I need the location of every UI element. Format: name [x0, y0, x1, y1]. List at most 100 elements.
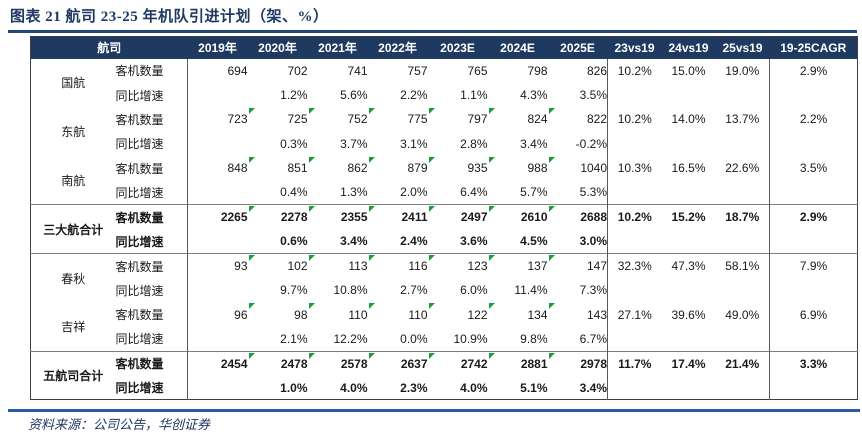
growth-rate-cell: 0.4% [280, 185, 308, 200]
fleet-count-cell: 143 [548, 302, 608, 326]
col-header-year: 2020年 [247, 36, 308, 59]
vs-2019-cell: 14.0% [671, 112, 706, 127]
growth-rate-cell: 4.5% [520, 234, 548, 249]
growth-rate-cell [187, 375, 248, 400]
fleet-count-cell: 2578 [307, 350, 368, 376]
growth-rate-cell [187, 82, 248, 108]
growth-rate-cell: 1.3% [340, 185, 368, 200]
vs-2019-cell-empty [662, 83, 716, 107]
growth-rate-cell: 4.0% [340, 380, 368, 395]
fleet-count-cell: 798 [527, 63, 548, 78]
growth-rate-row: 同比增速 2.1% 12.2% 0.0% 10.9% 9.8% 6.7% [31, 326, 858, 352]
col-header-year: 2021年 [307, 36, 368, 59]
vs-2019-cell: 39.6% [671, 307, 706, 322]
growth-rate-cell: 0.0% [400, 331, 428, 346]
vs-2019-cell: 13.7% [725, 112, 760, 127]
airline-name: 东航 [61, 125, 86, 140]
excel-corner-flag-icon [488, 352, 495, 359]
col-header-year: 2022年 [367, 36, 428, 59]
vs-2019-cell: 15.2% [661, 204, 716, 230]
excel-corner-flag-icon [368, 352, 375, 359]
growth-rate-cell: 11.4% [514, 283, 548, 298]
airline-name: 国航 [61, 76, 86, 91]
vs-2019-cell: 49.0% [725, 307, 760, 322]
metric-label: 客机数量 [115, 112, 164, 127]
fleet-count-row: 春秋 客机数量 93 102 113 116 123 137 147 32.3% 47.3% 58.1… [30, 253, 858, 303]
vs-2019-cell: 11.7% [607, 350, 662, 376]
cagr-cell-empty [769, 131, 858, 157]
vs-2019-cell: 58.1% [715, 253, 770, 279]
vs-2019-cell: 17.4% [661, 350, 716, 376]
vs-2019-cell-empty [662, 180, 716, 204]
growth-rate-cell: 6.7% [579, 331, 608, 346]
vs-2019-cell-empty [607, 375, 662, 400]
fleet-count-cell: 824 [488, 107, 548, 131]
excel-corner-flag-icon [248, 206, 255, 213]
vs-2019-cell-empty [607, 131, 662, 157]
metric-label: 同比增速 [115, 137, 164, 152]
fleet-count-cell: 741 [347, 63, 368, 78]
fleet-count-cell: 826 [586, 63, 608, 78]
vs-2019-cell-empty [716, 132, 770, 156]
metric-label: 同比增速 [115, 234, 164, 249]
fleet-count-cell: 2637 [367, 350, 428, 376]
growth-rate-cell: 12.2% [333, 331, 368, 346]
col-header-cagr: 19-25CAGR [769, 36, 858, 59]
fleet-count-cell: 2355 [307, 204, 368, 230]
excel-corner-flag-icon [308, 157, 315, 164]
growth-rate-cell: 2.8% [460, 136, 488, 151]
fleet-count-cell: 110 [368, 302, 428, 326]
fleet-count-cell: 1040 [548, 156, 608, 180]
fleet-count-cell: 848 [187, 156, 248, 181]
excel-corner-flag-icon [368, 303, 375, 310]
excel-corner-flag-icon [308, 206, 315, 213]
fleet-count-cell: 935 [428, 156, 488, 180]
airline-name: 吉祥 [61, 320, 86, 335]
growth-rate-cell: 2.1% [280, 331, 308, 346]
vs-2019-cell-empty [662, 327, 716, 351]
fleet-count-cell: 2742 [427, 350, 488, 376]
metric-label: 客机数量 [115, 64, 164, 79]
cagr-cell: 7.9% [769, 253, 858, 279]
vs-2019-cell: 10.2% [607, 107, 662, 132]
growth-rate-row: 同比增速 0.3% 3.7% 3.1% 2.8% 3.4% -0.2% [31, 131, 858, 157]
col-header-airline: 航司 [30, 36, 188, 59]
fleet-plan-table: 航司 2019年 2020年 2021年 2022年 2023E 2024E 2… [30, 36, 859, 401]
excel-corner-flag-icon [428, 255, 435, 262]
growth-rate-cell [187, 278, 248, 303]
vs-2019-cell-empty [607, 229, 662, 254]
growth-rate-cell: 4.0% [460, 380, 488, 395]
airline-name: 南航 [61, 173, 86, 188]
metric-label: 客机数量 [115, 308, 164, 323]
growth-rate-row: 同比增速 0.4% 1.3% 2.0% 6.4% 5.7% 5.3% [31, 180, 858, 205]
fleet-count-cell: 98 [248, 302, 308, 326]
vs-2019-cell-empty [662, 376, 716, 400]
col-header-vs: 25vs19 [715, 36, 770, 59]
fleet-count-cell: 93 [187, 253, 248, 279]
fleet-count-cell: 797 [428, 107, 488, 131]
title-rule [8, 30, 857, 33]
vs-2019-cell: 18.7% [715, 204, 770, 230]
growth-rate-cell: -0.2% [575, 136, 608, 151]
vs-2019-cell: 16.5% [671, 161, 706, 176]
fleet-count-cell: 702 [287, 63, 308, 78]
growth-rate-cell [187, 326, 248, 352]
growth-rate-cell: 3.4% [340, 234, 368, 249]
excel-corner-flag-icon [548, 206, 555, 213]
fleet-count-cell: 723 [187, 107, 248, 132]
excel-corner-flag-icon [428, 108, 435, 115]
vs-2019-cell: 22.6% [725, 161, 760, 176]
growth-rate-cell: 2.3% [400, 380, 428, 395]
fleet-count-cell: 775 [368, 107, 428, 131]
growth-rate-row: 同比增速 0.6% 3.4% 2.4% 3.6% 4.5% 3.0% [31, 229, 858, 254]
fleet-count-row: 吉祥 客机数量 96 98 110 110 122 134 143 27.1% 39.6% 49.0%… [31, 302, 858, 334]
vs-2019-cell-empty [607, 326, 662, 352]
metric-label: 客机数量 [115, 350, 188, 376]
excel-corner-flag-icon [428, 206, 435, 213]
excel-corner-flag-icon [368, 255, 375, 262]
fleet-count-cell: 2978 [547, 350, 608, 376]
cagr-cell: 6.9% [769, 302, 858, 327]
fleet-count-cell: 116 [367, 253, 428, 279]
vs-2019-cell-empty [662, 229, 716, 253]
fleet-count-cell: 96 [187, 302, 248, 327]
